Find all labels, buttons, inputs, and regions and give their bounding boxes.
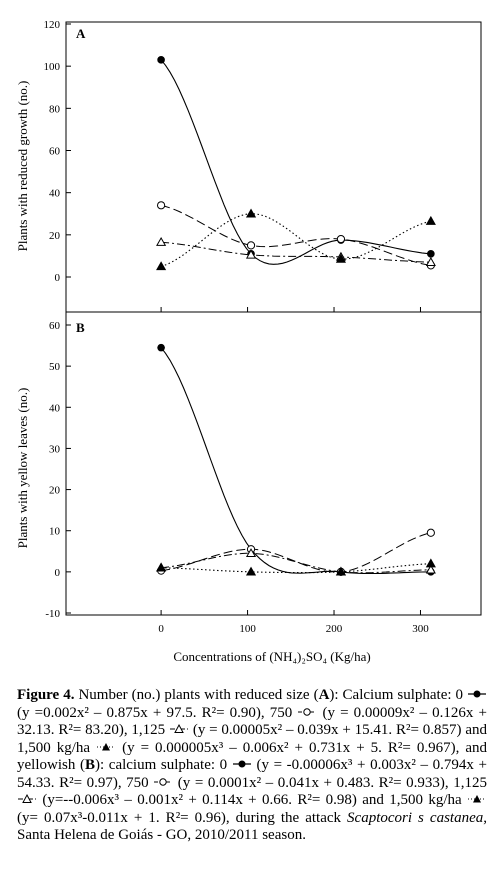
caption-text-3: ): calcium sulphate: 0 bbox=[94, 757, 232, 773]
legend-open-triangle-dashdot-icon bbox=[170, 723, 188, 733]
legend-open-triangle-dashdot-icon bbox=[18, 793, 36, 803]
panel-a-point-open-triangle bbox=[156, 236, 167, 246]
caption-eq-b1: (y = -0.00006x³ + 0.003x² – 0.794x + 54.… bbox=[17, 757, 487, 791]
legend-filled-circle-solid-icon bbox=[232, 760, 251, 768]
panel-a-point-open-circle bbox=[336, 234, 346, 244]
panel-b-y-tick-label: 30 bbox=[49, 443, 61, 455]
panel-a-point-filled-triangle bbox=[425, 215, 436, 225]
panel-b-points bbox=[156, 343, 436, 576]
panel-b-x-tick-label: 300 bbox=[412, 623, 429, 635]
panel-b-yellow-leaves: B Plants with yellow leaves (no.) -10 0 10… bbox=[15, 311, 482, 635]
panel-b-point-open-circle bbox=[426, 528, 435, 537]
panel-b-fit-line-dashed bbox=[161, 532, 432, 573]
caption-eq-a4: (y = 0.000005x³ – 0.006x² + 0.731x + 5. … bbox=[17, 739, 488, 774]
panel-a-fit-lines bbox=[160, 59, 432, 268]
caption-species: Scaptocori s castanea bbox=[347, 809, 484, 826]
panel-b-fit-lines bbox=[160, 347, 432, 575]
legend-filled-circle-solid-icon bbox=[468, 690, 486, 698]
panel-b-y-tick-label: 10 bbox=[49, 526, 61, 538]
panel-b-y-tick-label: 20 bbox=[49, 485, 61, 497]
panel-b-point-filled-triangle bbox=[156, 562, 167, 572]
panel-b-fit-line-dotted bbox=[161, 563, 431, 574]
figure-4-chart: A Plants with reduced growth (no.) 0 20 40… bbox=[15, 19, 482, 664]
panel-a-point-open-circle bbox=[157, 201, 166, 210]
panel-a-y-tick-label: 40 bbox=[49, 188, 61, 200]
panel-b-fit-line-dash-dot bbox=[161, 552, 431, 574]
panel-a-fit-line-solid bbox=[160, 59, 431, 265]
panel-b-y-tick-label: 60 bbox=[49, 320, 61, 332]
legend-open-circle-dashed-icon bbox=[154, 777, 173, 786]
panel-b-x-tick-label: 0 bbox=[158, 623, 164, 635]
caption-eq-b4: (y= 0.07x³-0.011x + 1. R²= 0.96), during… bbox=[17, 809, 348, 826]
panel-a-point-filled-triangle bbox=[245, 208, 257, 218]
caption-eq-b2: (y = 0.0001x² – 0.041x + 0.483. R²= 0.93… bbox=[173, 774, 487, 791]
panel-b-ticks: -10 0 10 20 30 40 50 60 0 100 200 300 bbox=[45, 320, 429, 635]
panel-a-fit-line-dash-dot bbox=[161, 241, 431, 263]
panel-b-point-filled-triangle bbox=[245, 566, 257, 576]
x-axis-title: Concentrations of (NH₄)₂SO₄ (Kg/ha) bbox=[173, 649, 370, 664]
caption-text-2: ): Calcium sulphate: 0 bbox=[329, 687, 467, 703]
panel-a-point-open-triangle bbox=[245, 249, 257, 259]
caption-text-1: Number (no.) plants with reduced size ( bbox=[74, 687, 319, 703]
panel-b-point-filled-circle bbox=[157, 343, 165, 352]
caption-eq-b3: (y=--0.006x³ – 0.001x² + 0.114x + 0.66. … bbox=[37, 792, 467, 808]
panel-b-y-tick-label: 40 bbox=[49, 402, 61, 414]
panel-a-reduced-growth: A Plants with reduced growth (no.) 0 20 40… bbox=[15, 19, 482, 313]
caption-eq-a1: (y =0.002x² – 0.875x + 97.5. R²= 0.90), … bbox=[17, 704, 298, 721]
panel-b-fit-line-solid bbox=[160, 347, 431, 575]
legend-open-circle-dashed-icon bbox=[298, 707, 317, 716]
panel-a-point-filled-triangle bbox=[156, 261, 167, 271]
caption-text-end: , Santa Helena de Goiás - GO, 2010/2011 … bbox=[17, 809, 487, 844]
panel-a-y-tick-label: 100 bbox=[44, 61, 61, 73]
panel-b-point-filled-triangle bbox=[335, 566, 346, 576]
legend-filled-triangle-dotted-icon bbox=[97, 742, 116, 750]
legend-filled-triangle-dotted-icon bbox=[468, 795, 486, 803]
panel-a-point-open-triangle bbox=[425, 257, 436, 266]
panel-a-y-tick-label: 20 bbox=[49, 230, 61, 242]
panel-a-y-tick-label: 60 bbox=[49, 146, 61, 158]
panel-a-points bbox=[156, 56, 436, 271]
panel-b-frame bbox=[65, 311, 482, 616]
caption-panel-a-letter: A bbox=[318, 687, 330, 703]
panel-a-y-tick-label: 120 bbox=[44, 19, 61, 31]
panel-a-frame bbox=[65, 21, 482, 313]
panel-b-point-filled-triangle bbox=[425, 558, 436, 568]
panel-a-point-filled-circle bbox=[157, 56, 165, 64]
panel-a-y-tick-label: 80 bbox=[49, 103, 61, 115]
panel-b-x-tick-label: 100 bbox=[239, 623, 256, 635]
panel-b-x-tick-label: 200 bbox=[326, 623, 343, 635]
panel-a-point-filled-triangle bbox=[335, 253, 346, 263]
panel-b-point-open-triangle bbox=[425, 564, 436, 574]
panel-b-y-tick-label: -10 bbox=[45, 608, 60, 620]
panel-b-y-axis-title: Plants with yellow leaves (no.) bbox=[15, 388, 30, 549]
caption-figure-label: Figure 4. bbox=[17, 687, 75, 703]
panel-a-letter: A bbox=[76, 26, 86, 41]
panel-a-y-tick-label: 0 bbox=[55, 272, 61, 284]
panel-a-point-filled-circle bbox=[427, 250, 435, 258]
panel-b-y-tick-label: 0 bbox=[55, 567, 61, 579]
panel-b-y-tick-label: 50 bbox=[49, 361, 61, 373]
panel-a-fit-line-dotted bbox=[160, 213, 432, 268]
panel-a-y-axis-title: Plants with reduced growth (no.) bbox=[15, 81, 30, 252]
caption-panel-b-letter: B bbox=[84, 757, 95, 773]
panel-b-point-open-triangle bbox=[245, 548, 257, 558]
panel-b-letter: B bbox=[76, 320, 85, 335]
caption-eq-a3: (y = 0.00005x² – 0.039x + 15.41. R²= 0.8… bbox=[17, 722, 487, 756]
caption-eq-a2: (y = 0.00009x² – 0.126x + 32.13. R²= 83.… bbox=[17, 704, 487, 739]
panel-a-fit-line-dashed bbox=[160, 204, 431, 266]
panel-a-ticks: 0 20 40 60 80 100 120 bbox=[44, 19, 421, 312]
panel-a-point-open-circle bbox=[246, 241, 256, 250]
figure-caption: Figure 4. Number (no.) plants with reduc… bbox=[17, 687, 487, 845]
